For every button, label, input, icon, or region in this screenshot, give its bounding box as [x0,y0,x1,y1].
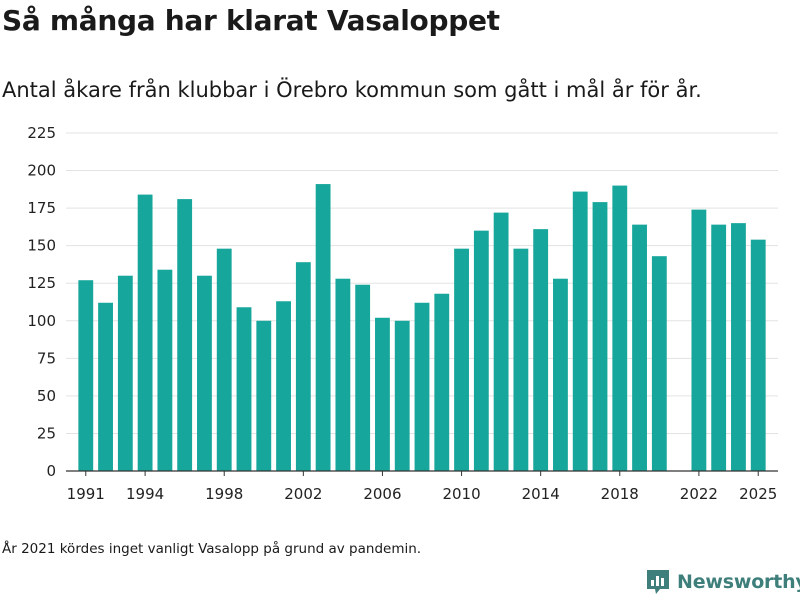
bar-2008 [414,302,430,471]
x-tick-label: 2002 [284,485,322,503]
bar-2011 [473,230,489,471]
x-tick-label: 1998 [205,485,243,503]
bar-1994 [137,194,153,471]
bar-1996 [177,199,193,471]
bar-2016 [572,191,588,471]
x-tick-label: 2022 [680,485,718,503]
bar-2020 [651,256,667,471]
x-tick-label: 1994 [126,485,164,503]
bar-2007 [394,320,410,471]
bar-1997 [197,275,212,471]
x-tick-label: 2025 [739,485,777,503]
bar-2001 [276,301,291,471]
bar-2013 [513,248,529,471]
chart-title: Så många har klarat Vasaloppet [2,4,500,37]
bar-1998 [216,248,232,471]
x-tick-label: 2010 [442,485,480,503]
y-axis-ticks: 0 25 50 75 100 125 150 175 200 225 [27,124,56,480]
bar-2006 [375,317,390,471]
y-tick-label: 0 [46,462,56,480]
bar-1991 [78,280,94,471]
bar-2005 [355,284,371,471]
footnote: År 2021 kördes inget vanligt Vasalopp på… [2,541,422,557]
bar-chart: 0 25 50 75 100 125 150 175 200 225 1991 1994 1998 20… [27,124,778,503]
bar-1992 [98,302,113,471]
bar-2010 [454,248,469,471]
x-tick-label: 2018 [601,485,639,503]
bar-2004 [335,278,351,471]
bar-2000 [256,320,272,471]
brand-name: Newsworthy [677,571,800,593]
bar-2023 [711,224,727,471]
x-tick-label: 1991 [67,485,105,503]
chart-subtitle: Antal åkare från klubbar i Örebro kommun… [2,78,702,102]
bar-2022 [691,209,707,471]
x-tick-label: 2014 [522,485,560,503]
bar-2025 [750,239,766,471]
y-tick-label: 150 [27,237,56,255]
bar-2009 [434,293,450,471]
bar-chart-icon [647,570,669,594]
bar-2017 [592,202,608,471]
bar-2024 [731,223,746,471]
y-tick-label: 175 [27,199,56,217]
bar-2019 [632,224,647,471]
bar-2014 [533,229,549,471]
bar-2002 [295,262,311,471]
bar-2018 [612,185,628,472]
y-tick-label: 50 [37,387,56,405]
bar-2015 [553,278,568,471]
bar-1995 [157,269,173,471]
y-tick-label: 75 [37,349,56,367]
y-tick-label: 100 [27,312,56,330]
x-tick-label: 2006 [363,485,401,503]
brand-logo: Newsworthy [645,568,800,596]
bar-2003 [315,184,331,471]
y-tick-label: 125 [27,274,56,292]
x-axis-ticks: 1991 1994 1998 2002 2006 2010 2014 2018 2022 2025 [67,471,777,503]
y-tick-label: 200 [27,162,56,180]
bar-2012 [493,212,509,471]
y-tick-label: 225 [27,124,56,142]
bar-1999 [236,307,252,471]
bars [78,184,766,472]
y-tick-label: 25 [37,424,56,442]
bar-1993 [117,275,133,471]
